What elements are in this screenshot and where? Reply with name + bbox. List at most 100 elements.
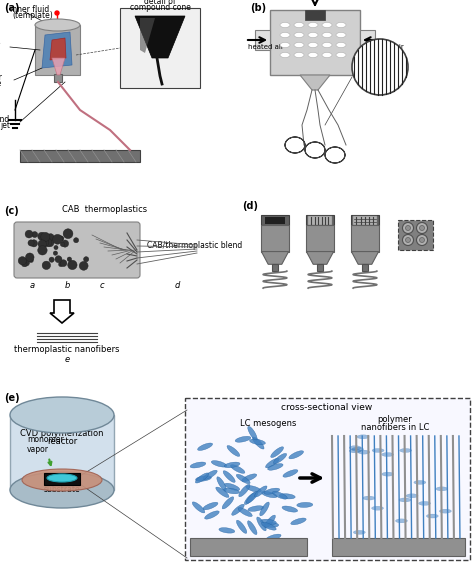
Ellipse shape	[10, 397, 114, 433]
Ellipse shape	[253, 437, 264, 449]
Circle shape	[18, 257, 27, 265]
Text: thermoplastic nanofibers: thermoplastic nanofibers	[14, 346, 120, 355]
Polygon shape	[10, 415, 114, 490]
Ellipse shape	[353, 530, 365, 534]
Ellipse shape	[402, 235, 413, 245]
Ellipse shape	[414, 481, 426, 484]
Ellipse shape	[245, 492, 256, 505]
Ellipse shape	[223, 471, 235, 482]
Ellipse shape	[222, 497, 234, 509]
Ellipse shape	[247, 521, 257, 535]
Bar	[354, 216, 377, 224]
Bar	[185, 398, 470, 560]
Circle shape	[53, 235, 63, 244]
Ellipse shape	[264, 488, 280, 494]
Ellipse shape	[198, 443, 212, 451]
Ellipse shape	[357, 435, 369, 439]
Text: CAB/thermoplastic blend: CAB/thermoplastic blend	[147, 240, 242, 249]
Ellipse shape	[271, 447, 283, 457]
Text: reactor: reactor	[47, 437, 77, 446]
Ellipse shape	[358, 450, 370, 454]
Text: heated air: heated air	[248, 44, 284, 50]
Circle shape	[60, 260, 67, 267]
Text: b: b	[64, 280, 70, 289]
Text: CAB  thermoplastics: CAB thermoplastics	[62, 205, 147, 214]
Ellipse shape	[336, 33, 346, 37]
Ellipse shape	[205, 511, 219, 519]
Text: heated air: heated air	[368, 44, 404, 50]
Bar	[317, 265, 323, 271]
Ellipse shape	[216, 487, 229, 497]
Text: substrate: substrate	[230, 543, 267, 552]
Ellipse shape	[417, 235, 428, 245]
Circle shape	[30, 240, 37, 247]
Ellipse shape	[322, 52, 332, 58]
Bar	[190, 538, 307, 556]
Text: d: d	[174, 280, 180, 289]
Text: a: a	[29, 280, 35, 289]
Circle shape	[73, 237, 79, 243]
Polygon shape	[135, 16, 185, 58]
Ellipse shape	[417, 223, 428, 233]
Circle shape	[43, 238, 52, 246]
Ellipse shape	[262, 491, 277, 497]
Text: jet: jet	[0, 121, 10, 130]
Bar	[309, 216, 332, 224]
Ellipse shape	[419, 237, 425, 243]
Ellipse shape	[248, 506, 264, 512]
Ellipse shape	[255, 486, 267, 497]
Ellipse shape	[238, 508, 252, 517]
Ellipse shape	[266, 534, 281, 541]
Circle shape	[55, 11, 59, 15]
Bar	[120, 8, 200, 88]
Bar	[306, 215, 334, 225]
Ellipse shape	[47, 474, 77, 482]
Ellipse shape	[336, 52, 346, 58]
Polygon shape	[261, 252, 289, 265]
Text: substrate: substrate	[44, 486, 80, 495]
Ellipse shape	[436, 487, 448, 491]
Circle shape	[38, 240, 46, 248]
Polygon shape	[140, 18, 155, 53]
Text: polymer: polymer	[378, 416, 412, 425]
Ellipse shape	[230, 465, 245, 473]
Ellipse shape	[192, 502, 205, 513]
Ellipse shape	[372, 448, 384, 452]
Ellipse shape	[190, 462, 206, 468]
Ellipse shape	[224, 488, 239, 494]
Bar	[20, 150, 140, 162]
Circle shape	[25, 230, 33, 238]
Circle shape	[63, 229, 73, 239]
Ellipse shape	[372, 506, 383, 510]
Circle shape	[62, 240, 69, 247]
Ellipse shape	[291, 518, 306, 525]
Ellipse shape	[349, 449, 361, 453]
Text: cross-sectional view: cross-sectional view	[282, 403, 373, 412]
Ellipse shape	[282, 506, 298, 512]
Circle shape	[58, 236, 64, 241]
Bar	[398, 220, 433, 250]
Ellipse shape	[322, 23, 332, 28]
Ellipse shape	[225, 483, 240, 491]
Ellipse shape	[294, 23, 304, 28]
Ellipse shape	[280, 33, 290, 37]
Ellipse shape	[294, 42, 304, 47]
Text: detail of: detail of	[144, 0, 176, 6]
Ellipse shape	[352, 447, 364, 451]
Polygon shape	[50, 38, 66, 60]
Bar	[305, 10, 325, 20]
Text: (e): (e)	[4, 393, 19, 403]
Ellipse shape	[211, 461, 227, 467]
Bar	[362, 265, 368, 271]
Ellipse shape	[336, 42, 346, 47]
Circle shape	[42, 261, 51, 270]
Ellipse shape	[297, 503, 313, 508]
Ellipse shape	[10, 472, 114, 508]
Bar	[332, 538, 465, 556]
Circle shape	[55, 255, 62, 263]
Text: nanofibers in LC: nanofibers in LC	[361, 424, 429, 433]
Circle shape	[67, 257, 72, 262]
Ellipse shape	[236, 474, 250, 484]
Circle shape	[54, 245, 58, 250]
Circle shape	[49, 257, 54, 262]
